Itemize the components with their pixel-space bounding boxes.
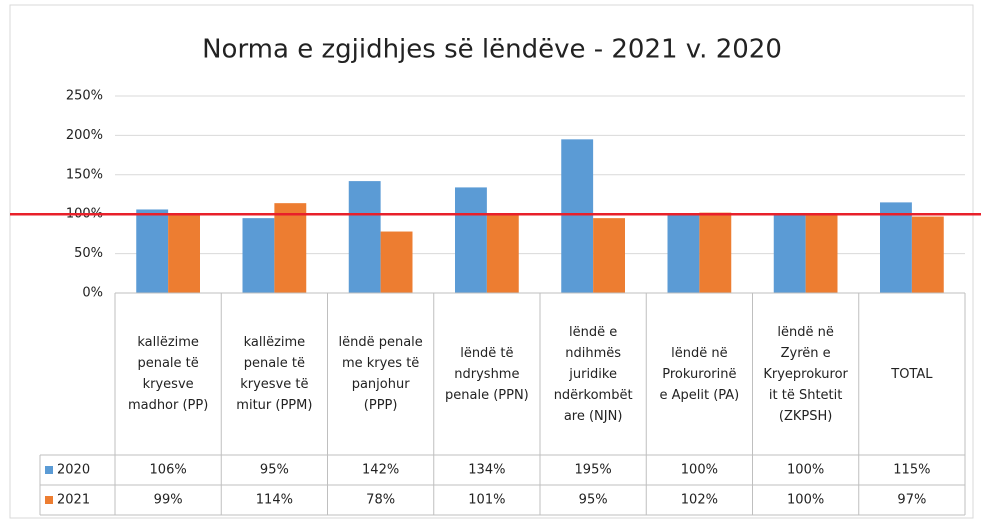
legend-swatch bbox=[45, 466, 53, 474]
bar bbox=[242, 218, 275, 293]
category-cell: lëndë e ndihmës juridike ndërkombëtare (… bbox=[553, 324, 633, 424]
bar bbox=[168, 214, 200, 293]
x-tick-label: lëndë në Prokurorinë e Apelit (PA) bbox=[659, 345, 740, 403]
legend-swatch bbox=[45, 496, 53, 504]
data-label: 142% bbox=[362, 463, 399, 478]
chart-title: Norma e zgjidhjes së lëndëve - 2021 v. 2… bbox=[202, 35, 782, 65]
x-tick-label: lëndë penale me kryes të panjohur (PPP) bbox=[338, 335, 423, 413]
category-cell: lëndë në Prokurorinë e Apelit (PA) bbox=[659, 345, 740, 403]
data-label: 195% bbox=[575, 463, 612, 478]
data-label: 115% bbox=[893, 463, 930, 478]
x-tick-label: kallëzime penale të kryesve madhor (PP) bbox=[127, 335, 209, 413]
bar bbox=[773, 214, 806, 293]
bar bbox=[667, 214, 700, 293]
x-tick-label: lëndë të ndryshme penale (PPN) bbox=[445, 345, 529, 403]
data-label: 100% bbox=[787, 463, 824, 478]
data-label: 95% bbox=[260, 463, 289, 478]
legend-label: 2020 bbox=[57, 463, 90, 478]
bar bbox=[380, 231, 413, 293]
data-label: 100% bbox=[681, 463, 718, 478]
x-tick-label: TOTAL bbox=[891, 366, 933, 382]
bar bbox=[880, 202, 912, 293]
data-label: 99% bbox=[154, 493, 183, 508]
bar bbox=[455, 187, 487, 293]
x-tick-label: lëndë në Zyrën e Kryeprokurorit të Shtet… bbox=[763, 324, 848, 424]
category-cell: lëndë të ndryshme penale (PPN) bbox=[445, 345, 529, 403]
category-cell: TOTAL bbox=[891, 366, 933, 382]
y-tick-label: 250% bbox=[66, 89, 103, 104]
bar bbox=[486, 213, 519, 293]
data-label: 100% bbox=[787, 493, 824, 508]
data-label: 114% bbox=[256, 493, 293, 508]
category-cell: lëndë penale me kryes të panjohur (PPP) bbox=[338, 335, 423, 413]
bar bbox=[593, 218, 625, 293]
x-tick-label: kallëzime penale të kryesve të mitur (PP… bbox=[236, 335, 313, 413]
y-tick-label: 50% bbox=[74, 246, 103, 261]
y-tick-label: 200% bbox=[66, 128, 103, 143]
x-tick-label: lëndë e ndihmës juridike ndërkombëtare (… bbox=[553, 324, 633, 424]
y-tick-label: 0% bbox=[82, 286, 103, 301]
data-label: 106% bbox=[150, 463, 187, 478]
bar bbox=[911, 216, 944, 293]
data-label: 78% bbox=[366, 493, 395, 508]
bar bbox=[805, 214, 838, 293]
data-label: 102% bbox=[681, 493, 718, 508]
bar bbox=[561, 139, 594, 293]
bar bbox=[136, 209, 169, 293]
data-label: 95% bbox=[579, 493, 608, 508]
data-label: 97% bbox=[897, 493, 926, 508]
category-cell: kallëzime penale të kryesve madhor (PP) bbox=[127, 335, 209, 413]
category-cell: lëndë në Zyrën e Kryeprokurorit të Shtet… bbox=[763, 324, 848, 424]
category-cell: kallëzime penale të kryesve të mitur (PP… bbox=[236, 335, 313, 413]
legend-label: 2021 bbox=[57, 493, 90, 508]
y-tick-label: 150% bbox=[66, 167, 103, 182]
bar bbox=[348, 181, 381, 293]
bar bbox=[274, 203, 307, 293]
bar bbox=[699, 212, 732, 293]
data-label: 134% bbox=[468, 463, 505, 478]
data-label: 101% bbox=[468, 493, 505, 508]
